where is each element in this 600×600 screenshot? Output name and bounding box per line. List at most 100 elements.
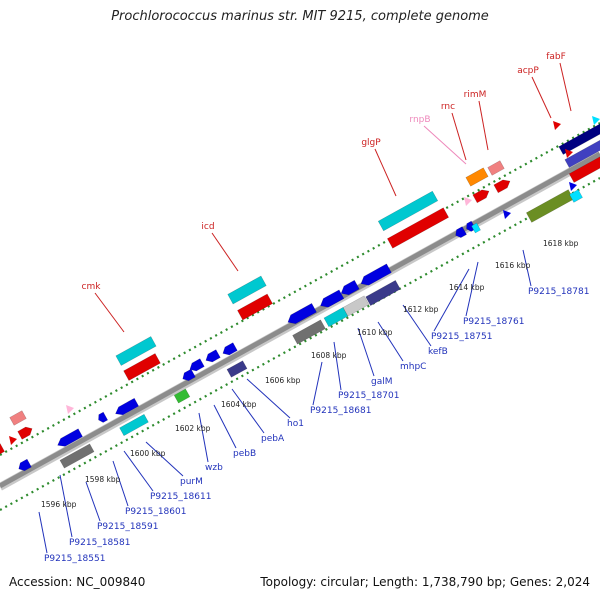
gene-feature xyxy=(386,207,450,249)
reverse-gene-label: ho1 xyxy=(287,419,304,429)
small-feature-marker xyxy=(464,197,472,206)
reverse-label-connector xyxy=(198,412,209,463)
genome-summary-text: Topology: circular; Length: 1,738,790 bp… xyxy=(260,575,590,589)
reverse-label-connector xyxy=(433,268,470,332)
reverse-label-connector xyxy=(333,341,342,391)
reverse-label-connector xyxy=(112,460,129,507)
gene-feature xyxy=(471,222,481,234)
forward-label-connector xyxy=(423,125,467,165)
forward-gene-label: cmk xyxy=(82,282,102,292)
kbp-tick-label: 1604 kbp xyxy=(221,400,257,409)
gene-feature xyxy=(465,167,489,187)
gene-feature xyxy=(487,160,505,176)
gene-feature xyxy=(292,319,326,345)
reverse-gene-label: galM xyxy=(371,377,393,387)
kbp-tick-label: 1618 kbp xyxy=(543,239,579,248)
gene-feature xyxy=(569,189,583,203)
reverse-label-connector xyxy=(145,441,184,477)
reverse-gene-label: P9215_18591 xyxy=(97,522,158,532)
gene-feature xyxy=(123,353,161,381)
reverse-label-connector xyxy=(246,378,291,419)
gene-feature xyxy=(119,413,149,437)
forward-gene-label: rnc xyxy=(441,102,455,112)
gene-feature xyxy=(9,410,27,426)
reverse-label-connector xyxy=(522,249,532,287)
reverse-label-connector xyxy=(38,511,48,554)
gene-feature xyxy=(320,289,345,308)
inner-dotted-track xyxy=(0,177,600,511)
forward-label-connector xyxy=(451,112,467,161)
reverse-label-connector xyxy=(402,304,432,347)
reverse-label-connector xyxy=(465,261,479,317)
reverse-gene-label: wzb xyxy=(205,463,223,473)
reverse-gene-label: pebB xyxy=(233,449,256,459)
accession-text: Accession: NC_009840 xyxy=(9,575,146,589)
gene-feature xyxy=(98,411,109,423)
gene-feature xyxy=(226,360,248,378)
gene-feature xyxy=(342,295,370,317)
gene-feature xyxy=(205,349,221,363)
small-feature-marker xyxy=(592,116,600,125)
reverse-gene-label: mhpC xyxy=(400,362,426,372)
reverse-label-connector xyxy=(123,450,154,492)
kbp-tick-label: 1600 kbp xyxy=(130,449,166,458)
reverse-gene-label: P9215_18681 xyxy=(310,406,371,416)
small-feature-marker xyxy=(503,210,511,219)
gene-feature xyxy=(493,179,511,194)
gene-feature xyxy=(57,428,83,447)
forward-label-connector xyxy=(94,292,125,333)
gene-feature xyxy=(0,443,5,457)
gene-feature xyxy=(340,279,360,296)
gene-feature xyxy=(17,426,33,440)
forward-gene-label: rnpB xyxy=(409,115,430,125)
kbp-tick-label: 1616 kbp xyxy=(495,261,531,270)
reverse-gene-label: P9215_18751 xyxy=(431,332,492,342)
gene-feature xyxy=(227,275,267,305)
kbp-tick-label: 1610 kbp xyxy=(357,328,393,337)
forward-label-connector xyxy=(531,76,552,119)
reverse-label-connector xyxy=(377,321,404,362)
forward-label-connector xyxy=(211,232,239,272)
gene-feature xyxy=(287,303,317,324)
reverse-gene-label: P9215_18701 xyxy=(338,391,399,401)
forward-gene-label: rimM xyxy=(464,90,487,100)
gene-feature xyxy=(568,153,600,183)
reverse-gene-label: P9215_18601 xyxy=(125,507,186,517)
gene-feature xyxy=(189,358,205,372)
gene-feature xyxy=(558,123,600,155)
gene-feature xyxy=(377,190,439,232)
reverse-gene-label: kefB xyxy=(428,347,448,357)
kbp-tick-label: 1614 kbp xyxy=(449,283,485,292)
reverse-label-connector xyxy=(213,404,237,449)
small-feature-marker xyxy=(553,121,561,130)
kbp-tick-label: 1596 kbp xyxy=(41,500,77,509)
forward-gene-label: fabF xyxy=(546,52,566,62)
gene-feature xyxy=(18,458,32,472)
gene-feature xyxy=(237,293,273,321)
kbp-tick-label: 1602 kbp xyxy=(175,424,211,433)
reverse-gene-label: purM xyxy=(180,477,203,487)
reverse-gene-label: P9215_18581 xyxy=(69,538,130,548)
reverse-gene-label: P9215_18551 xyxy=(44,554,105,564)
small-feature-marker xyxy=(565,149,573,158)
small-feature-marker xyxy=(66,405,74,414)
gene-feature xyxy=(173,388,191,404)
gene-feature xyxy=(115,397,140,416)
kbp-tick-label: 1606 kbp xyxy=(265,376,301,385)
gene-feature xyxy=(365,280,401,306)
forward-label-connector xyxy=(478,100,489,151)
forward-label-connector xyxy=(559,62,572,112)
kbp-tick-label: 1608 kbp xyxy=(311,351,347,360)
small-feature-marker xyxy=(569,182,577,191)
kbp-tick-label: 1612 kbp xyxy=(403,305,439,314)
reverse-label-connector xyxy=(312,361,323,406)
map-title: Prochlorococcus marinus str. MIT 9215, c… xyxy=(111,9,489,24)
reverse-label-connector xyxy=(357,327,375,377)
forward-gene-label: acpP xyxy=(517,66,539,76)
small-feature-marker xyxy=(9,436,17,445)
forward-label-connector xyxy=(374,148,397,197)
reverse-label-connector xyxy=(231,388,265,434)
gene-feature xyxy=(182,368,196,382)
reverse-gene-label: P9215_18611 xyxy=(150,492,211,502)
